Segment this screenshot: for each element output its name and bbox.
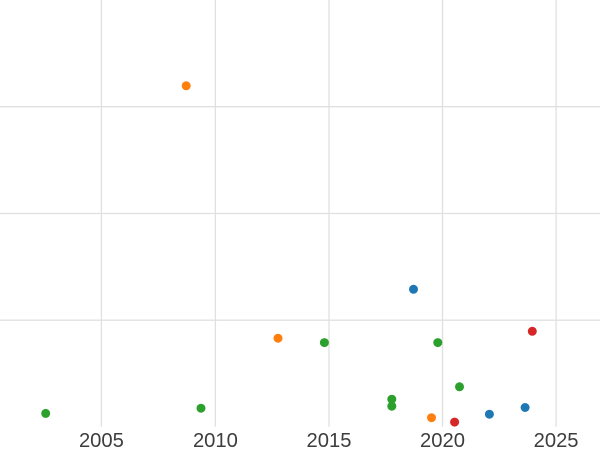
svg-text:2005: 2005	[79, 430, 124, 450]
svg-text:2015: 2015	[307, 430, 352, 450]
svg-text:2025: 2025	[534, 430, 579, 450]
svg-text:2020: 2020	[420, 430, 465, 450]
svg-text:2010: 2010	[193, 430, 238, 450]
